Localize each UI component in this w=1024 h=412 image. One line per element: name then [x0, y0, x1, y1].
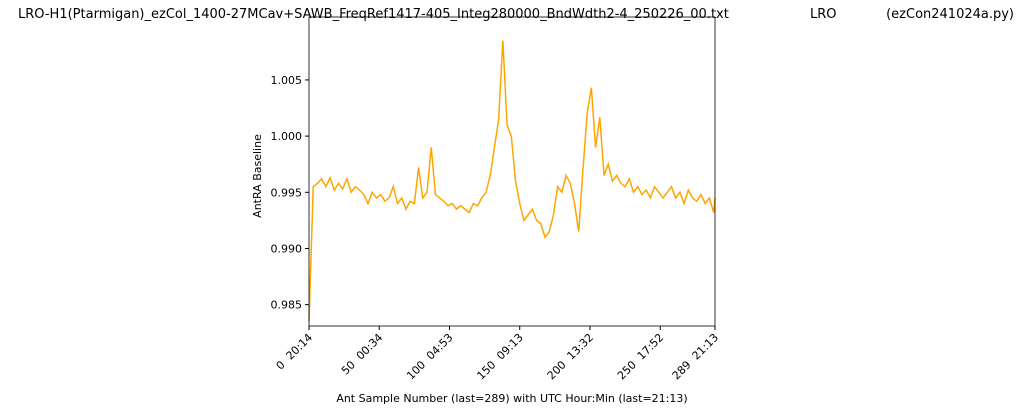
chart-title-right: (ezCon241024a.py)	[886, 7, 1014, 22]
data-line	[308, 40, 716, 322]
y-tick-label: 0.985	[271, 299, 303, 312]
x-tick-label: 150 09:13	[474, 331, 525, 382]
chart-title: LRO-H1(Ptarmigan)_ezCol_1400-27MCav+SAWB…	[18, 7, 729, 22]
axes-frame	[308, 16, 716, 327]
chart-title-center: LRO	[810, 7, 837, 22]
y-tick-label: 1.005	[271, 74, 303, 87]
y-tick-label: 0.990	[271, 242, 303, 255]
y-tick-label: 1.000	[271, 130, 303, 143]
x-tick-label: 50 00:34	[339, 331, 385, 377]
y-axis-label: AntRA Baseline	[251, 134, 264, 218]
x-tick-label: 200 13:32	[545, 331, 596, 382]
x-axis-label: Ant Sample Number (last=289) with UTC Ho…	[336, 392, 687, 405]
x-tick-label: 250 17:52	[615, 331, 666, 382]
x-tick-label: 289 21:13	[670, 331, 721, 382]
y-tick-label: 0.995	[271, 186, 303, 199]
x-tick-label: 0 20:14	[274, 331, 316, 373]
x-tick-label: 100 04:53	[404, 331, 455, 382]
